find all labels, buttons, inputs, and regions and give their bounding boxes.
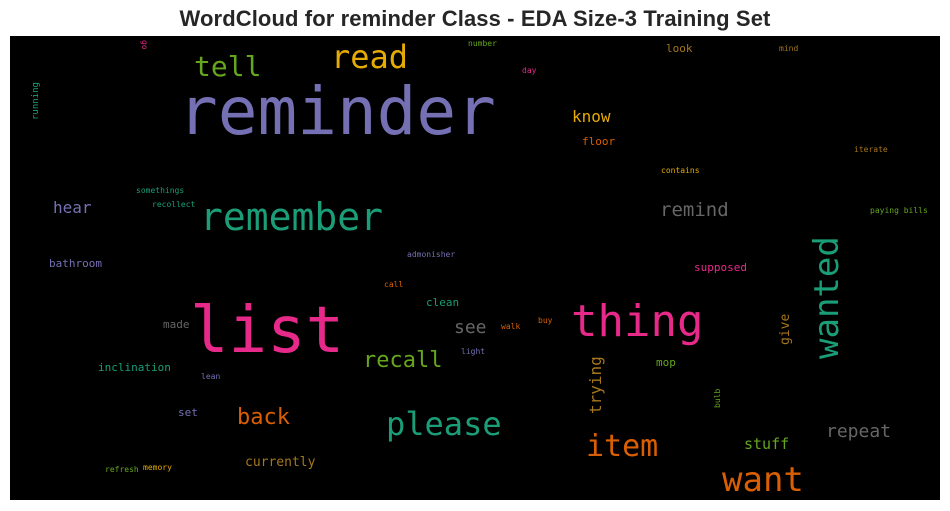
word-know: know xyxy=(572,107,611,126)
word-bulb: bulb xyxy=(713,389,722,408)
word-day: day xyxy=(522,66,537,75)
word-hear: hear xyxy=(53,198,92,217)
word-clean: clean xyxy=(426,296,459,309)
word-item: item xyxy=(586,429,658,464)
word-buy: buy xyxy=(538,316,553,325)
word-admonisher: admonisher xyxy=(407,250,455,259)
word-light: light xyxy=(461,347,485,356)
word-see: see xyxy=(454,317,487,338)
word-currently: currently xyxy=(245,455,316,470)
word-iterate: iterate xyxy=(854,145,888,154)
word-look: look xyxy=(666,42,693,55)
word-list: list xyxy=(190,294,344,368)
word-thing: thing xyxy=(571,296,703,347)
word-mind: mind xyxy=(779,44,798,53)
word-recollect: recollect xyxy=(152,200,196,209)
chart-title: WordCloud for reminder Class - EDA Size-… xyxy=(179,6,771,31)
word-memory: memory xyxy=(143,463,172,472)
word-reminder: reminder xyxy=(178,73,496,150)
word-read: read xyxy=(331,38,408,76)
word-refresh: refresh xyxy=(105,465,139,474)
word-trying: trying xyxy=(586,356,605,414)
word-stuff: stuff xyxy=(744,435,789,453)
word-repeat: repeat xyxy=(826,421,891,442)
word-inclination: inclination xyxy=(98,361,171,374)
wordcloud-canvas: reminder list remember thing wanted want read p… xyxy=(10,36,940,500)
word-set: set xyxy=(178,406,198,419)
word-call: call xyxy=(384,280,403,289)
word-tell: tell xyxy=(194,50,261,83)
word-remember: remember xyxy=(200,195,383,239)
word-paying-bills: paying bills xyxy=(870,206,928,215)
word-lean: lean xyxy=(201,372,220,381)
word-back: back xyxy=(237,405,290,430)
word-floor: floor xyxy=(582,135,615,148)
word-supposed: supposed xyxy=(694,261,747,274)
word-walk: walk xyxy=(501,322,520,331)
word-somethings: somethings xyxy=(136,186,184,195)
word-recall: recall xyxy=(363,348,442,373)
word-wanted: wanted xyxy=(807,236,847,359)
word-number: number xyxy=(468,39,497,48)
word-mop: mop xyxy=(656,356,676,369)
wordcloud-svg: reminder list remember thing wanted want read p… xyxy=(31,38,928,500)
word-give: give xyxy=(778,314,793,345)
word-bathroom: bathroom xyxy=(49,257,102,270)
word-made: made xyxy=(163,318,190,331)
word-running: running xyxy=(31,82,41,120)
word-remind: remind xyxy=(660,199,729,221)
word-contains: contains xyxy=(661,166,700,175)
word-want: want xyxy=(722,460,804,500)
word-go: go xyxy=(140,40,149,50)
word-please: please xyxy=(386,405,502,443)
